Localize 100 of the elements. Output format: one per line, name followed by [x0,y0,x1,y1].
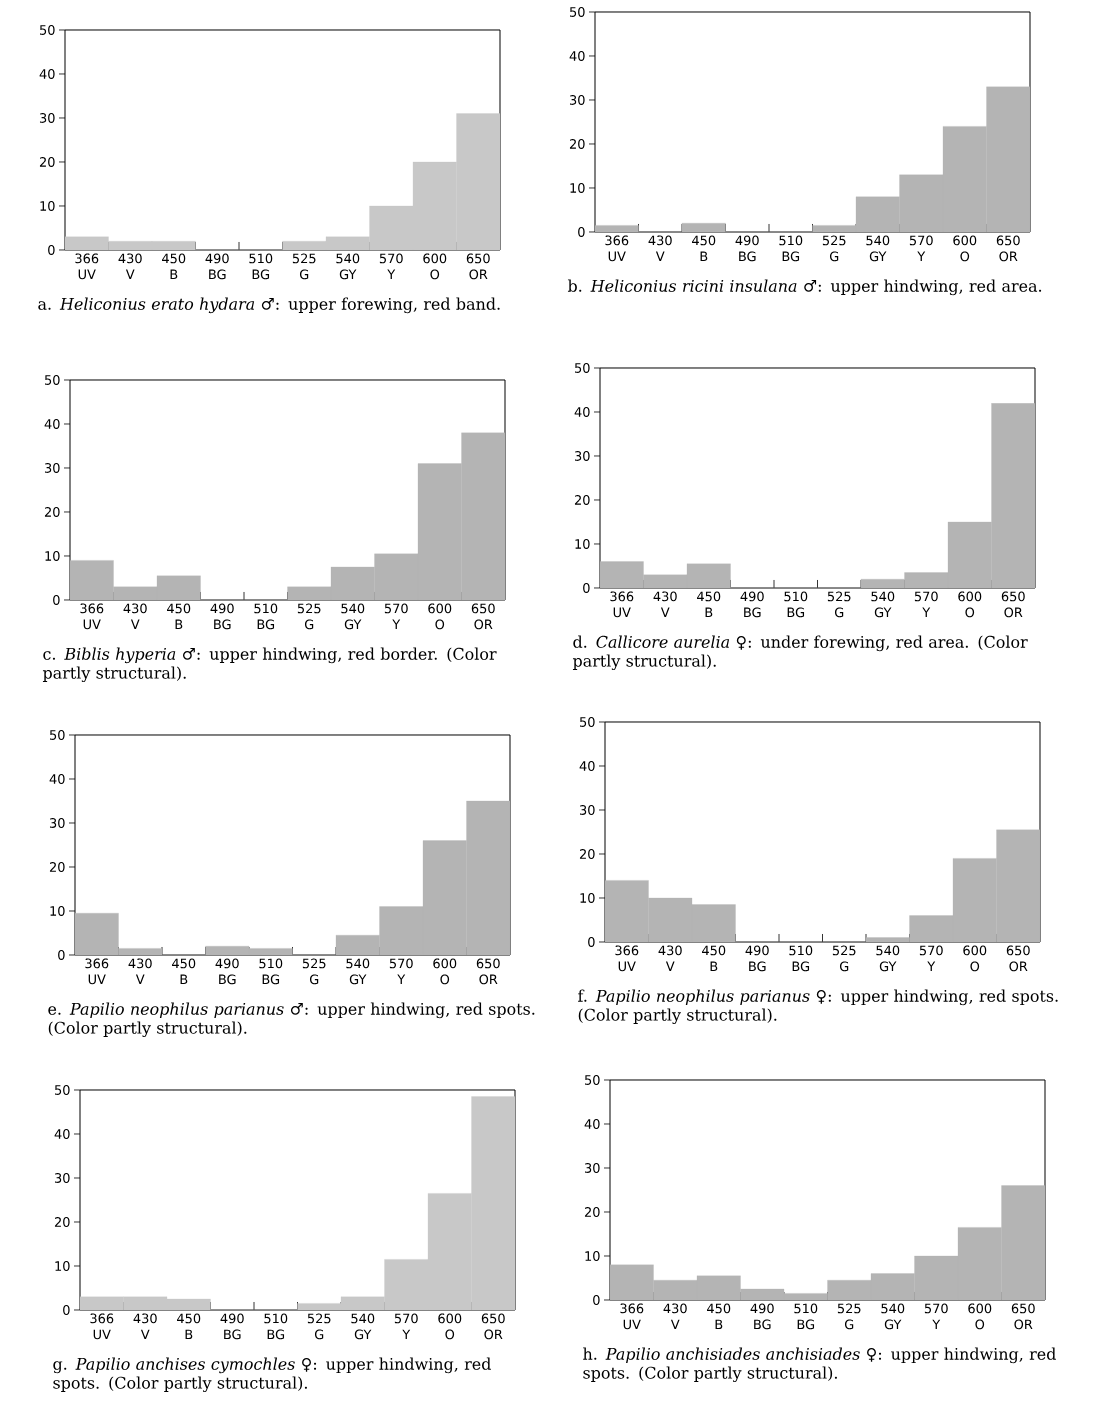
y-tick-label: 30 [44,463,60,473]
x-tick-label: 600 O [953,235,977,262]
x-tick-label: 490 BG [750,1303,774,1330]
y-tick-label: 30 [49,818,65,828]
x-tick-label: 570 Y [914,591,938,618]
y-tick-label: 20 [39,157,55,167]
x-tick-label: 490 BG [205,253,229,280]
y-tick-label: 0 [588,937,595,947]
x-tick-label: 366 UV [75,253,99,280]
x-tick-label: 570 Y [909,235,933,262]
y-tick-label: 50 [50,730,65,740]
x-tick-label: 366 UV [80,603,104,630]
chart-title: h. Papilio anchisiades anchisiades ♀: upper hindwing, red spots. (Color partly structural). [583,1347,1056,1383]
x-tick-label: 570 Y [384,603,408,630]
y-tick-label: 10 [580,893,595,903]
x-tick-label: 600 O [433,958,457,985]
x-tick-label: 450 B [697,591,721,618]
y-tick-label: 50 [575,363,590,373]
y-tick-label: 50 [55,1085,70,1095]
x-tick-label: 650 OR [471,603,495,630]
x-tick-label: 570 Y [919,945,943,972]
x-tick-label: 650 OR [476,958,500,985]
x-tick-label: 366 UV [85,958,109,985]
x-tick-label: 600 O [963,945,987,972]
x-tick-label: 525 G [832,945,856,972]
x-tick-label: 540 GY [346,958,370,985]
y-tick-label: 10 [55,1261,70,1271]
text: c. Biblis hyperia ♂: upper hindwing, red border. (Color partly structural). [42,647,497,683]
y-tick-label: 50 [585,1075,600,1085]
x-tick-label: 570 Y [394,1313,418,1340]
chart-title: d. Callicore aurelia ♀: under forewing, red area. (Color partly structural). [572,635,1028,671]
x-tick-label: 450 B [162,253,186,280]
x-tick-label: 650 OR [1001,591,1025,618]
x-tick-label: 450 B [707,1303,731,1330]
y-tick-label: 40 [574,407,590,417]
x-tick-label: 366 UV [610,591,634,618]
text: b. Heliconius ricini insulana ♂: upper hindwing, red area. [567,279,1042,296]
x-tick-label: 430 V [648,235,672,262]
x-tick-label: 510 BG [789,945,813,972]
x-tick-label: 650 OR [481,1313,505,1340]
y-tick-label: 10 [585,1251,600,1261]
x-tick-label: 510 BG [254,603,278,630]
x-tick-label: 366 UV [620,1303,644,1330]
x-tick-label: 510 BG [784,591,808,618]
text: a. Heliconius erato hydara ♂: upper forewing, red band. [38,297,500,314]
y-tick-label: 20 [49,862,65,872]
y-tick-label: 40 [579,761,595,771]
x-tick-label: 510 BG [259,958,283,985]
y-tick-label: 50 [570,7,585,17]
x-tick-label: 540 GY [351,1313,375,1340]
x-tick-label: 540 GY [876,945,900,972]
x-tick-label: 510 BG [249,253,273,280]
x-tick-label: 525 G [297,603,321,630]
y-tick-label: 40 [39,69,55,79]
chart-title: e. Papilio neophilus parianus ♂: upper hindwing, red spots. (Color partly structural). [48,1002,535,1038]
x-tick-label: 430 V [663,1303,687,1330]
x-tick-label: 600 O [958,591,982,618]
x-tick-label: 650 OR [996,235,1020,262]
x-tick-label: 430 V [118,253,142,280]
y-tick-label: 20 [584,1207,600,1217]
x-tick-label: 450 B [172,958,196,985]
y-tick-label: 30 [54,1173,70,1183]
y-tick-label: 30 [574,451,590,461]
y-tick-label: 10 [50,906,65,916]
chart-title: f. Papilio neophilus parianus ♀: upper hindwing, red spots. (Color partly structural). [578,989,1058,1025]
x-tick-label: 490 BG [740,591,764,618]
y-tick-label: 40 [54,1129,70,1139]
y-tick-label: 0 [58,950,65,960]
x-tick-label: 525 G [822,235,846,262]
x-tick-label: 490 BG [215,958,239,985]
x-tick-label: 366 UV [605,235,629,262]
y-tick-label: 0 [53,595,60,605]
x-tick-label: 490 BG [220,1313,244,1340]
x-tick-label: 650 OR [1011,1303,1035,1330]
x-tick-label: 540 GY [881,1303,905,1330]
y-tick-label: 40 [44,419,60,429]
text: g. Papilio anchises cymochles ♀: upper hindwing, red spots. (Color partly structural). [53,1357,491,1393]
x-tick-label: 525 G [307,1313,331,1340]
y-tick-label: 30 [584,1163,600,1173]
y-tick-label: 40 [569,51,585,61]
x-tick-label: 366 UV [90,1313,114,1340]
y-tick-label: 0 [63,1305,70,1315]
x-tick-label: 540 GY [341,603,365,630]
x-tick-label: 510 BG [264,1313,288,1340]
y-tick-label: 20 [54,1217,70,1227]
x-tick-label: 540 GY [336,253,360,280]
y-tick-label: 10 [45,551,60,561]
x-tick-label: 570 Y [379,253,403,280]
y-tick-label: 20 [569,139,585,149]
y-tick-label: 30 [579,805,595,815]
y-tick-label: 20 [574,495,590,505]
x-tick-label: 570 Y [389,958,413,985]
x-tick-label: 600 O [438,1313,462,1340]
x-tick-label: 650 OR [466,253,490,280]
x-tick-label: 510 BG [794,1303,818,1330]
y-tick-label: 50 [580,717,595,727]
x-tick-label: 430 V [128,958,152,985]
y-tick-label: 10 [570,183,585,193]
y-tick-label: 20 [44,507,60,517]
x-tick-label: 430 V [123,603,147,630]
